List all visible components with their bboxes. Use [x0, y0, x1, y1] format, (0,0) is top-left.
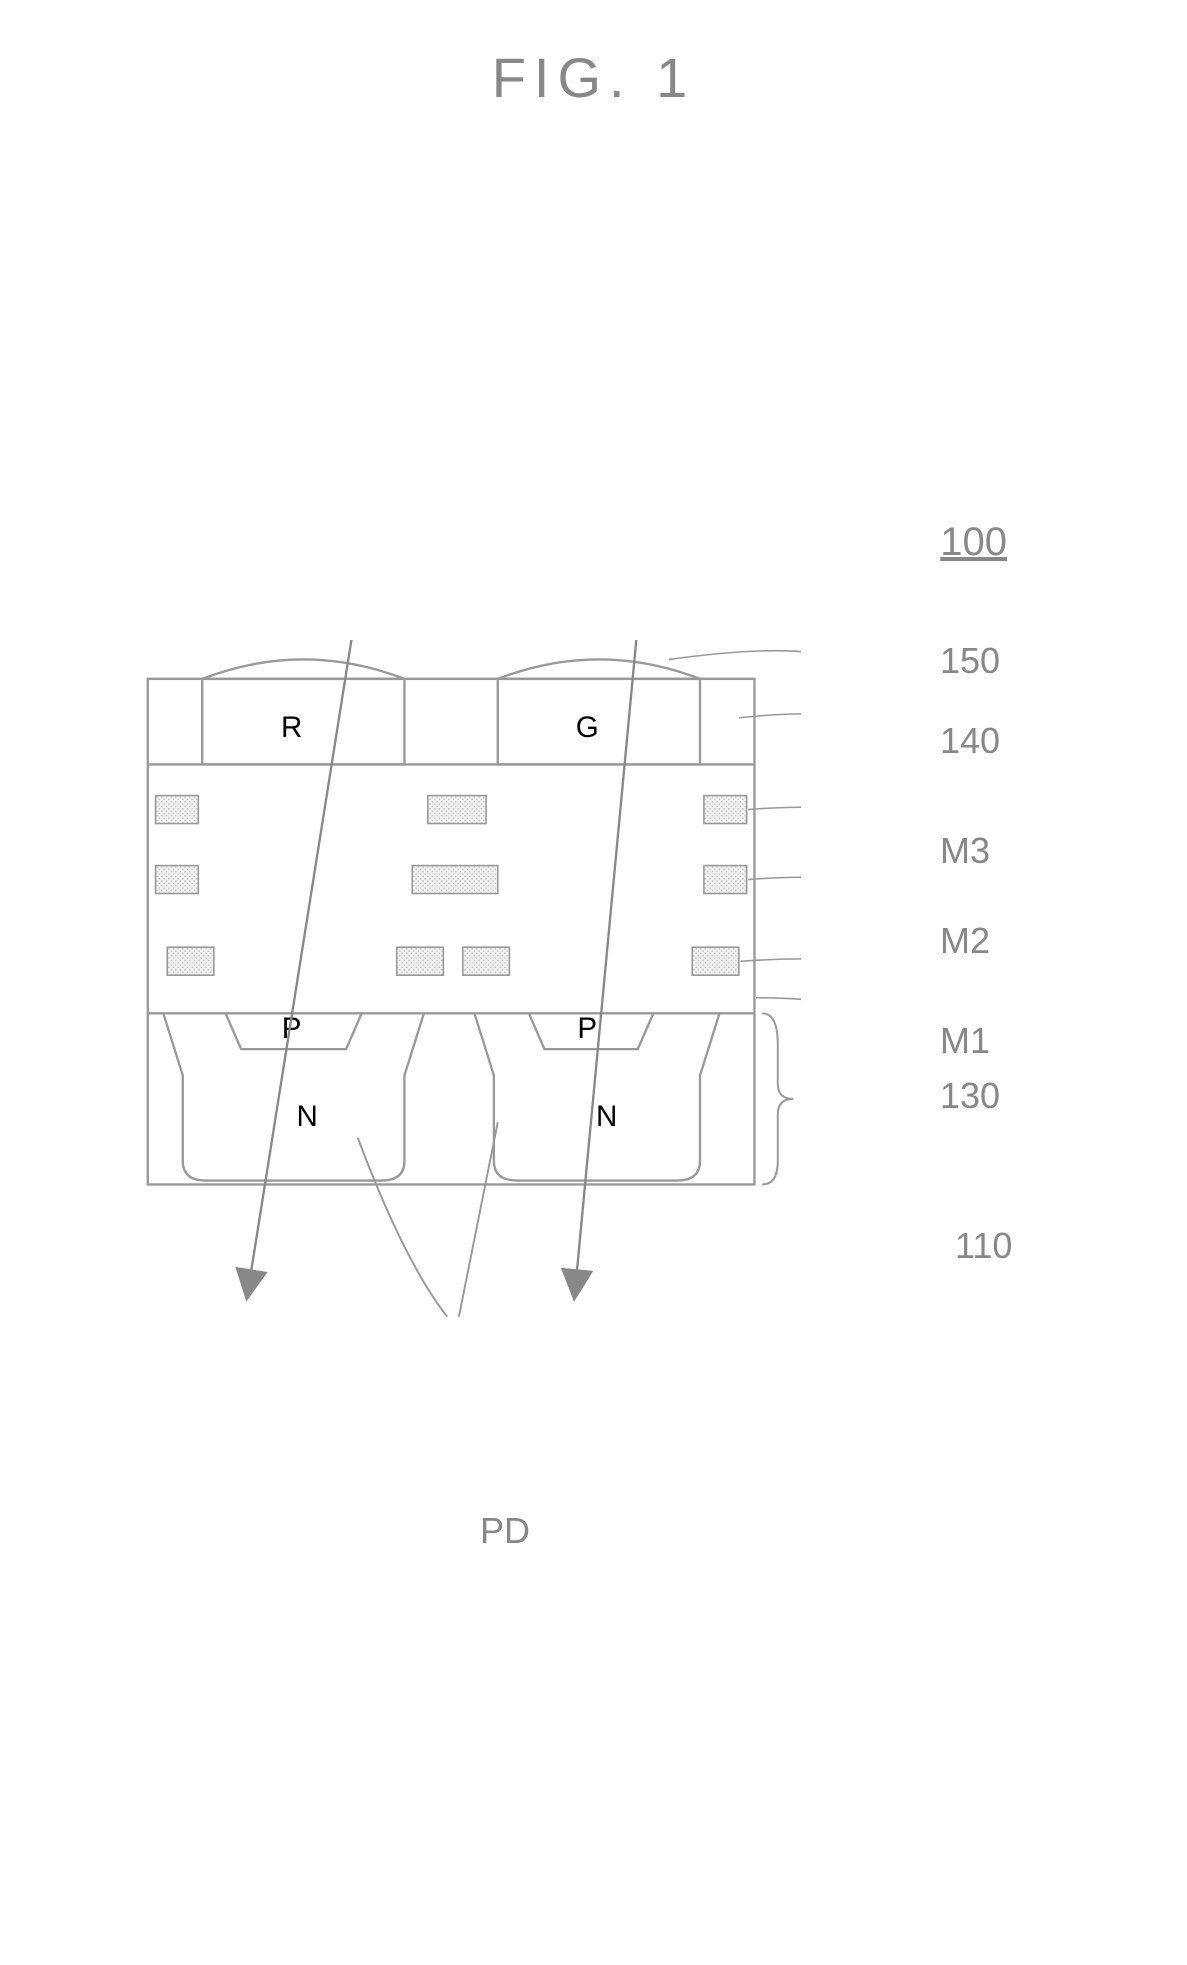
device-outline: [148, 679, 755, 1185]
label-140: 140: [940, 720, 1000, 762]
cross-section-diagram: R G P N P N: [100, 640, 880, 1340]
red-filter-box: [202, 679, 404, 765]
n-right-label: N: [596, 1100, 617, 1133]
m1-center-left: [397, 947, 444, 975]
leader-m3: [748, 807, 801, 809]
r-label: R: [281, 711, 302, 744]
m3-center: [428, 796, 486, 824]
label-110: 110: [955, 1225, 1012, 1267]
figure-title: FIG. 1: [0, 45, 1187, 110]
m1-left: [167, 947, 214, 975]
device-number-label: 100: [940, 520, 1007, 565]
label-pd: PD: [480, 1510, 530, 1552]
p-right-label: P: [577, 1012, 597, 1045]
label-m1: M1: [940, 1020, 990, 1062]
m1-center-right: [463, 947, 510, 975]
device-svg: R G P N P N: [100, 640, 880, 1340]
leader-150: [669, 651, 801, 660]
microlens-left: [202, 659, 404, 678]
leader-m1: [740, 959, 801, 961]
leader-130: [756, 998, 801, 1000]
m2-center: [412, 866, 498, 894]
n-left-label: N: [297, 1100, 318, 1133]
leader-pd-left: [358, 1138, 447, 1317]
microlens-right: [498, 659, 700, 678]
m3-right: [704, 796, 747, 824]
m1-right: [692, 947, 739, 975]
m3-left: [156, 796, 199, 824]
brace-110: [762, 1013, 793, 1184]
m2-left: [156, 866, 199, 894]
label-m3: M3: [940, 830, 990, 872]
leader-m2: [748, 877, 801, 879]
label-130: 130: [940, 1075, 1000, 1117]
g-label: G: [576, 711, 599, 744]
label-150: 150: [940, 640, 1000, 682]
leader-140: [739, 714, 801, 718]
m2-right: [704, 866, 747, 894]
leader-pd-right: [459, 1122, 498, 1316]
green-filter-box: [498, 679, 700, 765]
label-m2: M2: [940, 920, 990, 962]
